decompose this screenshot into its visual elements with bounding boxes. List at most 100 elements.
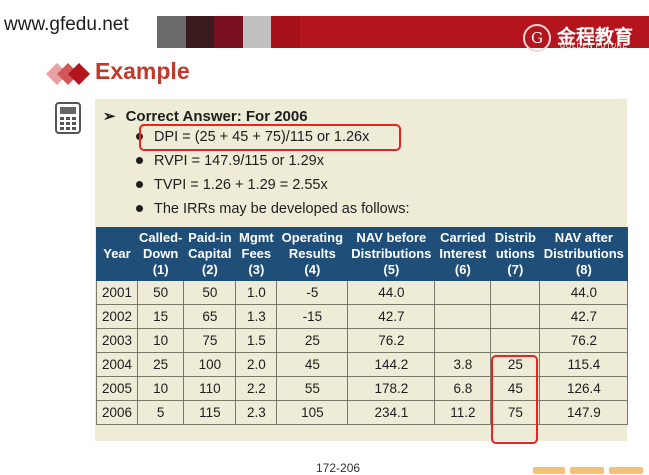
table-cell: 126.4	[539, 376, 629, 401]
bullet-item: TVPI = 1.26 + 1.29 = 2.55x	[136, 177, 328, 193]
table-cell: 178.2	[347, 376, 436, 401]
table-cell: 110	[183, 376, 237, 401]
col-header-paid-in: Paid-in Capital (2)	[183, 227, 237, 281]
table-cell: 147.9	[539, 400, 629, 425]
bullet-text: DPI = (25 + 45 + 75)/115 or 1.26x	[154, 129, 370, 145]
table-cell: 2006	[96, 400, 138, 425]
footer-tag	[609, 467, 643, 474]
table-cell	[434, 328, 492, 353]
diamond-bullets-icon	[46, 63, 90, 85]
page-number: 172-206	[316, 461, 361, 475]
table-cell: 2005	[96, 376, 138, 401]
table-cell: 2.0	[235, 352, 278, 377]
bullet-text: RVPI = 147.9/115 or 1.29x	[154, 153, 324, 169]
table-cell: 10	[136, 376, 185, 401]
bullet-dot-icon	[136, 156, 143, 164]
table-cell: 42.7	[539, 304, 629, 329]
distributions-highlight	[491, 355, 538, 444]
table-row: 2002 15 65 1.3 -15 42.7 42.7	[96, 304, 629, 329]
col-header-carried: Carried Interest (6)	[434, 227, 492, 281]
table-cell: 50	[136, 280, 185, 305]
table-cell: 115	[183, 400, 237, 425]
table-cell: 76.2	[539, 328, 629, 353]
logo-text: 金程教育	[557, 26, 634, 48]
answer-heading: ➢ Correct Answer: For 2006	[103, 107, 308, 125]
header-color-block	[214, 16, 243, 48]
table-cell: 2.3	[235, 400, 278, 425]
table-cell: 1.3	[235, 304, 278, 329]
table-cell: 15	[136, 304, 185, 329]
brand-bar	[300, 16, 649, 48]
col-header-called-down: Called- Down (1)	[136, 227, 185, 281]
table-cell: 234.1	[347, 400, 436, 425]
table-cell: 42.7	[347, 304, 436, 329]
table-cell: 3.8	[434, 352, 492, 377]
table-cell: 2.2	[235, 376, 278, 401]
table-cell: -15	[276, 304, 349, 329]
dpi-highlight	[139, 124, 401, 151]
table-cell: 1.0	[235, 280, 278, 305]
table-row: 2003 10 75 1.5 25 76.2 76.2	[96, 328, 629, 353]
table-cell: 44.0	[347, 280, 436, 305]
table-cell	[490, 304, 541, 329]
col-header-nav-after: NAV after Distributions (8)	[539, 227, 629, 281]
table-cell: 11.2	[434, 400, 492, 425]
table-cell: 10	[136, 328, 185, 353]
footer-tag	[533, 467, 565, 474]
col-header-mgmt-fees: Mgmt Fees (3)	[235, 227, 278, 281]
header-color-block	[157, 16, 186, 48]
col-header-operating: Operating Results (4)	[276, 227, 349, 281]
header-color-block	[271, 16, 300, 48]
bullet-text: The IRRs may be developed as follows:	[154, 201, 410, 217]
table-row: 2005 10 110 2.2 55 178.2 6.8 45 126.4	[96, 376, 629, 401]
bullet-dot-icon	[136, 180, 143, 188]
col-header-distributions: Distrib utions (7)	[490, 227, 541, 281]
table-cell: 44.0	[539, 280, 629, 305]
table-cell: 75	[490, 400, 541, 425]
bullet-dot-icon	[136, 204, 143, 212]
table-cell: 65	[183, 304, 237, 329]
table-header-row: Year Called- Down (1) Paid-in Capital (2) Mg…	[96, 227, 629, 281]
logo-mark-icon: G	[523, 24, 551, 52]
table-cell: 55	[276, 376, 349, 401]
table-cell: 6.8	[434, 376, 492, 401]
answer-heading-text: Correct Answer: For 2006	[125, 108, 308, 125]
table-cell	[490, 280, 541, 305]
table-cell: 5	[136, 400, 185, 425]
col-header-nav-before: NAV before Distributions (5)	[347, 227, 436, 281]
table-cell: 2002	[96, 304, 138, 329]
header-color-block	[186, 16, 214, 48]
irr-table: Year Called- Down (1) Paid-in Capital (2) Mg…	[96, 227, 629, 425]
table-cell: 1.5	[235, 328, 278, 353]
bullet-item: RVPI = 147.9/115 or 1.29x	[136, 153, 324, 169]
table-cell	[434, 304, 492, 329]
table-cell: 144.2	[347, 352, 436, 377]
bullet-text: TVPI = 1.26 + 1.29 = 2.55x	[154, 177, 328, 193]
table-cell: 45	[276, 352, 349, 377]
table-cell: 25	[136, 352, 185, 377]
table-cell: 100	[183, 352, 237, 377]
table-cell: 25	[276, 328, 349, 353]
table-cell: 76.2	[347, 328, 436, 353]
table-cell: 2004	[96, 352, 138, 377]
table-row: 2004 25 100 2.0 45 144.2 3.8 25 115.4	[96, 352, 629, 377]
table-cell: -5	[276, 280, 349, 305]
table-cell: 75	[183, 328, 237, 353]
arrow-bullet-icon: ➢	[103, 108, 116, 125]
table-cell	[434, 280, 492, 305]
header-color-block	[243, 16, 271, 48]
bullet-item: The IRRs may be developed as follows:	[136, 201, 410, 217]
table-row: 2006 5 115 2.3 105 234.1 11.2 75 147.9	[96, 400, 629, 425]
page-title: Example	[95, 58, 190, 84]
calculator-icon	[55, 102, 81, 134]
table-row: 2001 50 50 1.0 -5 44.0 44.0	[96, 280, 629, 305]
table-cell	[490, 328, 541, 353]
table-cell: 2003	[96, 328, 138, 353]
site-url: www.gfedu.net	[4, 14, 129, 35]
table-cell: 105	[276, 400, 349, 425]
table-cell: 2001	[96, 280, 138, 305]
footer-tag	[570, 467, 604, 474]
table-cell: 115.4	[539, 352, 629, 377]
table-cell: 50	[183, 280, 237, 305]
header-bar: www.gfedu.net G 金程教育 GOLDEN FUTURE	[0, 0, 649, 52]
